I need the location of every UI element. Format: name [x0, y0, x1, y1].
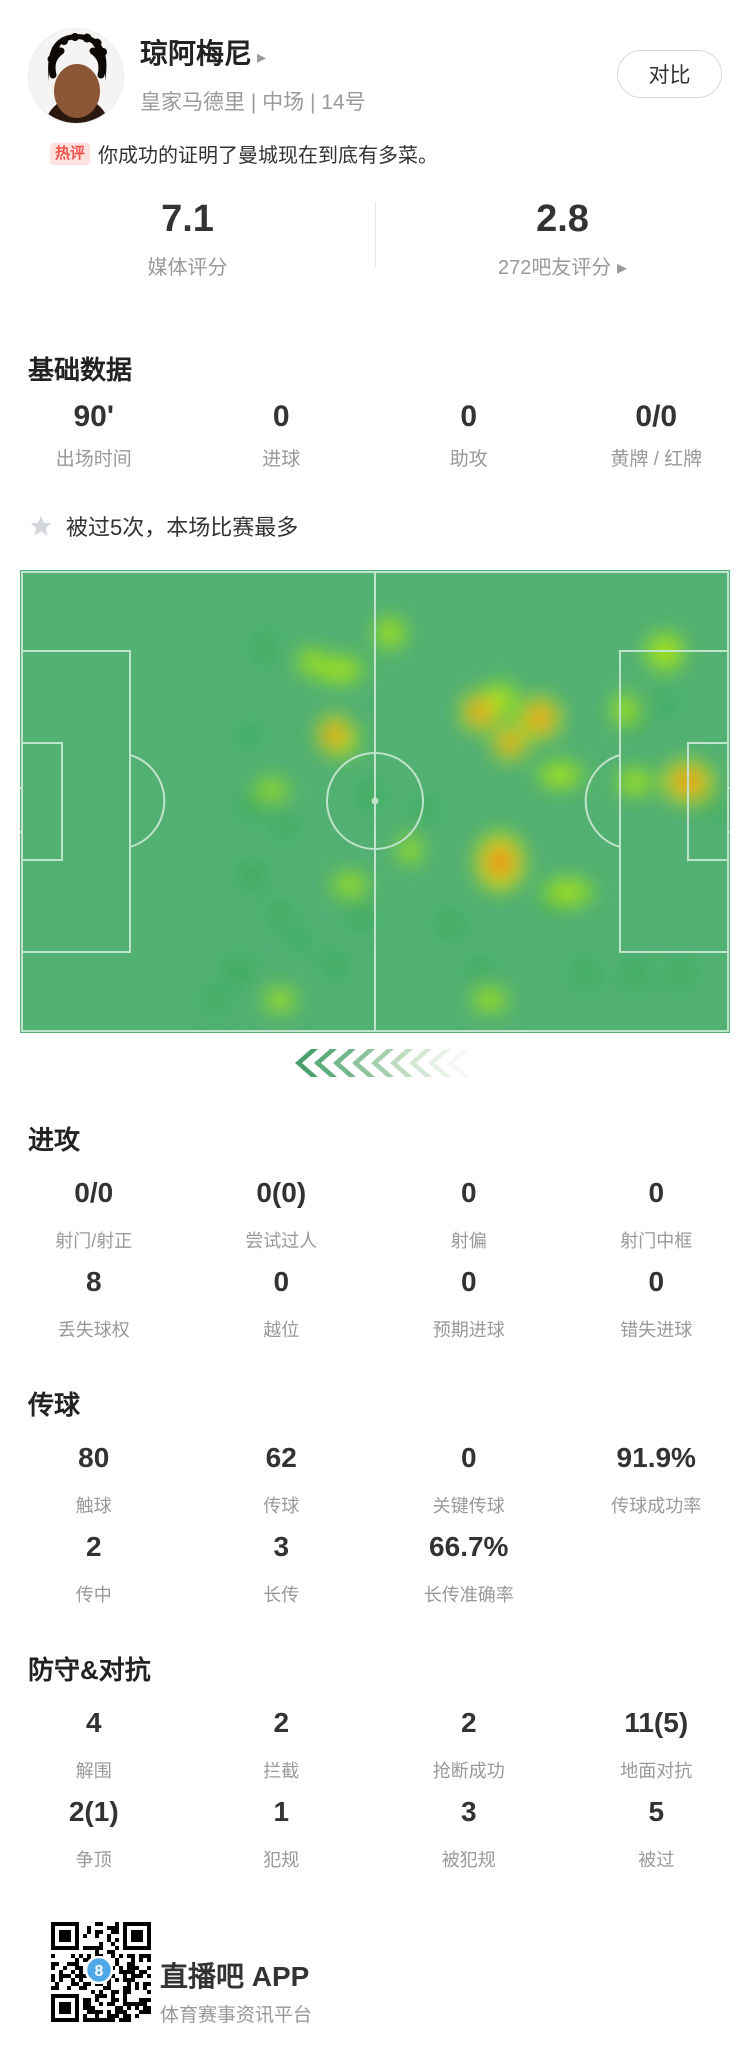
svg-text:8: 8 — [95, 1963, 104, 1980]
